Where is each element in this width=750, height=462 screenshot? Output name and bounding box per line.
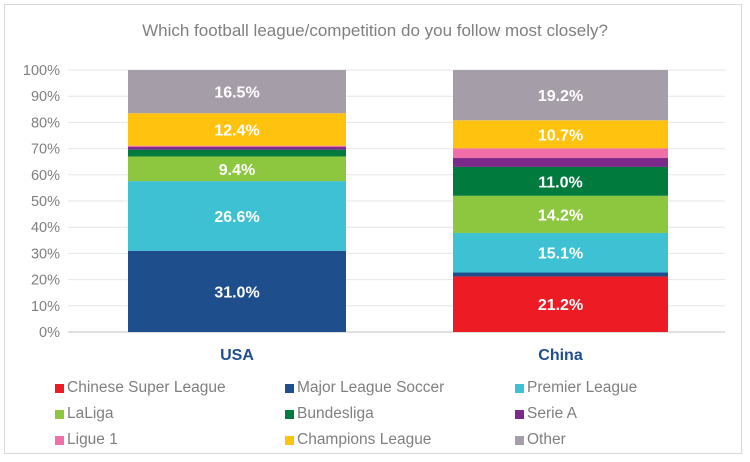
data-label: 11.0%	[538, 174, 582, 191]
data-label: 19.2%	[538, 88, 583, 105]
x-tick-label: USA	[220, 347, 254, 364]
data-label: 31.0%	[214, 284, 259, 301]
y-tick-label: 50%	[31, 194, 60, 210]
data-label: 15.1%	[538, 246, 583, 263]
bar-segment	[453, 166, 668, 196]
legend-label: Major League Soccer	[297, 379, 445, 396]
data-label: 21.2%	[538, 297, 583, 314]
bar-segment	[128, 70, 346, 114]
legend-label: LaLiga	[67, 405, 114, 422]
legend-swatch	[285, 383, 294, 393]
data-label: 16.5%	[214, 85, 259, 102]
legend-item: Other	[515, 431, 566, 449]
bar-segment	[128, 250, 346, 332]
chart-frame	[4, 4, 742, 454]
legend-label: Champions League	[297, 431, 432, 448]
y-tick-label: 90%	[31, 89, 60, 105]
y-tick-label: 60%	[31, 168, 60, 184]
x-tick-label: China	[538, 347, 583, 364]
legend-swatch	[55, 435, 64, 445]
legend-swatch	[55, 409, 64, 419]
legend-item: Bundesliga	[285, 405, 374, 423]
bar-segment	[128, 113, 346, 146]
y-tick-label: 0%	[39, 325, 60, 341]
y-tick-label: 30%	[31, 246, 60, 262]
legend-item: Major League Soccer	[285, 379, 444, 397]
y-tick-label: 10%	[31, 299, 60, 315]
legend-item: LaLiga	[55, 405, 114, 423]
legend-label: Chinese Super League	[67, 379, 226, 396]
data-label: 9.4%	[219, 162, 255, 179]
y-tick-label: 70%	[31, 142, 60, 158]
bar-segment	[453, 70, 668, 121]
bar-segment	[453, 272, 668, 277]
legend-swatch	[55, 383, 64, 393]
legend-swatch	[515, 409, 524, 419]
bar-segment	[453, 232, 668, 273]
bar-segment	[128, 181, 346, 251]
legend-swatch	[285, 435, 294, 445]
legend-swatch	[515, 383, 524, 393]
data-label: 12.4%	[214, 122, 259, 139]
data-label: 26.6%	[214, 209, 259, 226]
legend-label: Other	[527, 431, 566, 448]
legend-label: Ligue 1	[67, 431, 118, 448]
chart-title: Which football league/competition do you…	[142, 21, 608, 40]
y-tick-label: 20%	[31, 273, 60, 289]
legend-label: Bundesliga	[297, 405, 374, 422]
data-label: 14.2%	[538, 207, 583, 224]
y-tick-label: 40%	[31, 220, 60, 236]
legend-item: Champions League	[285, 431, 431, 449]
legend-item: Premier League	[515, 379, 637, 397]
legend-item: Serie A	[515, 405, 577, 423]
bar-segment	[128, 147, 346, 150]
bar-segment	[453, 195, 668, 233]
y-tick-label: 100%	[23, 63, 60, 79]
bar-segment	[453, 148, 668, 159]
bar-segment	[128, 145, 346, 148]
bar-segment	[453, 276, 668, 332]
bar-segment	[128, 149, 346, 157]
legend-swatch	[515, 435, 524, 445]
bar-segment	[128, 156, 346, 182]
legend-label: Serie A	[527, 405, 577, 422]
bar-segment	[453, 158, 668, 167]
legend-item: Ligue 1	[55, 431, 118, 449]
bar-segment	[453, 120, 668, 149]
legend-item: Chinese Super League	[55, 379, 226, 397]
data-label: 10.7%	[538, 127, 583, 144]
legend-swatch	[285, 409, 294, 419]
legend-label: Premier League	[527, 379, 638, 396]
y-tick-label: 80%	[31, 115, 60, 131]
